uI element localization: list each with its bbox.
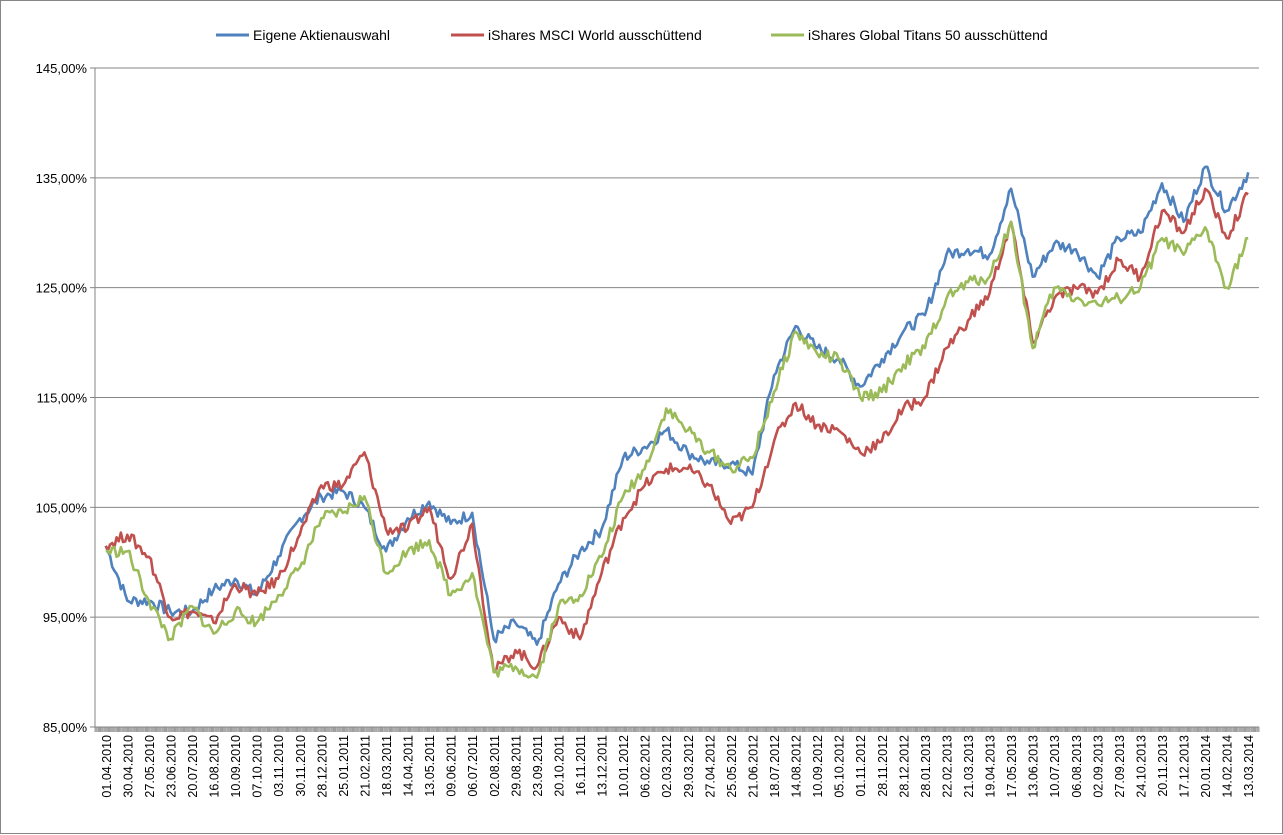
x-tick-label: 21.02.2011 (358, 735, 372, 797)
x-tick-label: 13.03.2014 (1242, 735, 1256, 798)
y-axis: 85,00% 95,00% 105,00% 115,00% 125,00% 135,00%… (36, 61, 96, 735)
x-tick-label: 30.11.2010 (294, 735, 308, 797)
x-tick-label: 02.03.2012 (660, 735, 674, 798)
x-tick-label: 28.11.2012 (876, 735, 890, 797)
x-tick-label: 05.10.2012 (833, 735, 847, 798)
series-line-1 (104, 165, 1250, 646)
x-axis: 01.04.2010 30.04.2010 27.05.2010 23.06.2010… (94, 726, 1260, 798)
x-tick-label: 10.09.2012 (811, 735, 825, 798)
x-tick-label: 10.07.2013 (1048, 735, 1062, 798)
x-tick-label: 14.08.2012 (790, 735, 804, 798)
x-tick-label: 23.09.2011 (531, 735, 545, 797)
x-tick-label: 17.12.2013 (1178, 735, 1192, 798)
x-tick-label: 10.01.2012 (617, 735, 631, 798)
x-tick-label: 14.02.2014 (1221, 735, 1235, 798)
gridlines (95, 67, 1259, 618)
x-tick-label: 02.09.2013 (1091, 735, 1105, 798)
x-tick-label: 06.08.2013 (1070, 735, 1084, 798)
x-tick-label: 28.12.2012 (897, 735, 911, 798)
y-tick-label: 85,00% (43, 720, 88, 735)
y-tick-label: 105,00% (36, 500, 88, 515)
x-tick-label: 10.09.2010 (229, 735, 243, 798)
x-tick-label: 07.10.2010 (251, 735, 265, 798)
x-tick-label: 09.06.2011 (445, 735, 459, 797)
x-tick-label: 25.05.2012 (725, 735, 739, 798)
x-tick-label: 19.04.2013 (984, 735, 998, 798)
x-tick-label: 29.03.2012 (682, 735, 696, 798)
x-tick-label: 24.10.2013 (1134, 735, 1148, 798)
x-tick-label: 16.08.2010 (208, 735, 222, 798)
series-line-3 (105, 220, 1249, 679)
x-tick-label: 28.12.2010 (315, 735, 329, 798)
x-tick-label: 22.02.2013 (940, 735, 954, 798)
x-tick-label: 03.11.2010 (272, 735, 286, 797)
x-tick-label: 20.01.2014 (1199, 735, 1213, 798)
y-tick-label: 115,00% (37, 391, 88, 406)
y-tick-label: 95,00% (43, 610, 88, 625)
x-tick-label: 25.01.2011 (337, 735, 351, 797)
legend-entry: iShares MSCI World ausschüttend (488, 27, 702, 43)
x-tick-label: 18.03.2011 (380, 735, 394, 797)
x-tick-label: 13.06.2013 (1027, 735, 1041, 798)
x-tick-label: 30.04.2010 (121, 735, 135, 798)
x-tick-label: 27.09.2013 (1113, 735, 1127, 798)
x-tick-label: 21.06.2012 (746, 735, 760, 798)
y-tick-label: 125,00% (36, 281, 88, 296)
x-tick-label: 27.05.2010 (143, 735, 157, 798)
x-tick-label: 01.04.2010 (100, 735, 114, 798)
legend-entry: Eigene Aktienauswahl (253, 27, 390, 43)
legend: Eigene Aktienauswahl iShares MSCI World a… (216, 27, 1048, 43)
x-tick-label: 20.11.2013 (1156, 735, 1170, 797)
y-tick-label: 135,00% (36, 171, 88, 186)
x-tick-label: 28.01.2013 (919, 735, 933, 798)
x-tick-label: 01.11.2012 (854, 735, 868, 797)
x-tick-label: 13.05.2011 (423, 735, 437, 797)
x-tick-label: 16.11.2011 (574, 735, 588, 796)
series-line-2 (104, 187, 1249, 674)
x-tick-label: 06.07.2011 (466, 735, 480, 797)
y-tick-label: 145,00% (36, 61, 88, 76)
x-tick-label: 29.08.2011 (509, 735, 523, 797)
x-tick-label: 20.10.2011 (552, 735, 566, 797)
x-tick-label: 18.07.2012 (768, 735, 782, 798)
x-tick-label: 06.02.2012 (639, 735, 653, 798)
x-tick-label: 13.12.2011 (596, 735, 610, 797)
x-tick-label: 23.06.2010 (164, 735, 178, 798)
x-tick-label: 20.07.2010 (186, 735, 200, 798)
series-lines (104, 165, 1250, 679)
x-tick-marks (94, 727, 1260, 732)
x-tick-label: 14.04.2011 (402, 735, 416, 797)
x-tick-label: 21.03.2013 (962, 735, 976, 798)
x-tick-label: 27.04.2012 (703, 735, 717, 798)
x-tick-label: 17.05.2013 (1005, 735, 1019, 798)
x-tick-label: 02.08.2011 (488, 735, 502, 797)
legend-entry: iShares Global Titans 50 ausschüttend (808, 27, 1048, 43)
